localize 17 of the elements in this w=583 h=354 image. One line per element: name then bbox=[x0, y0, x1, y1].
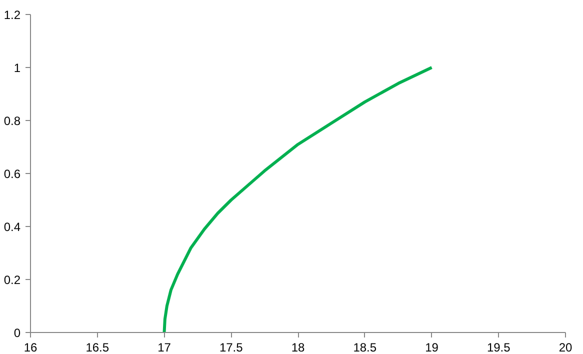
y-tick-label: 0.4 bbox=[4, 220, 21, 234]
x-tick-label: 17.5 bbox=[219, 340, 244, 354]
y-tick-label: 0.6 bbox=[4, 167, 21, 181]
x-tick-label: 20 bbox=[558, 340, 572, 354]
x-tick-label: 16.5 bbox=[86, 340, 110, 354]
x-tick-label: 17 bbox=[158, 340, 172, 354]
line-series bbox=[162, 66, 434, 332]
x-tick-label: 16 bbox=[24, 340, 38, 354]
y-tick-label: 0.8 bbox=[4, 114, 21, 128]
y-tick-label: 1 bbox=[14, 61, 21, 75]
x-tick-label: 18 bbox=[291, 340, 305, 354]
x-tick-label: 18.5 bbox=[353, 340, 377, 354]
y-tick-label: 1.2 bbox=[4, 8, 21, 22]
y-tick-label: 0.2 bbox=[4, 273, 21, 287]
x-tick-label: 19.5 bbox=[486, 340, 511, 354]
x-tick-label: 19 bbox=[425, 340, 439, 354]
y-tick-label: 0 bbox=[14, 326, 21, 340]
